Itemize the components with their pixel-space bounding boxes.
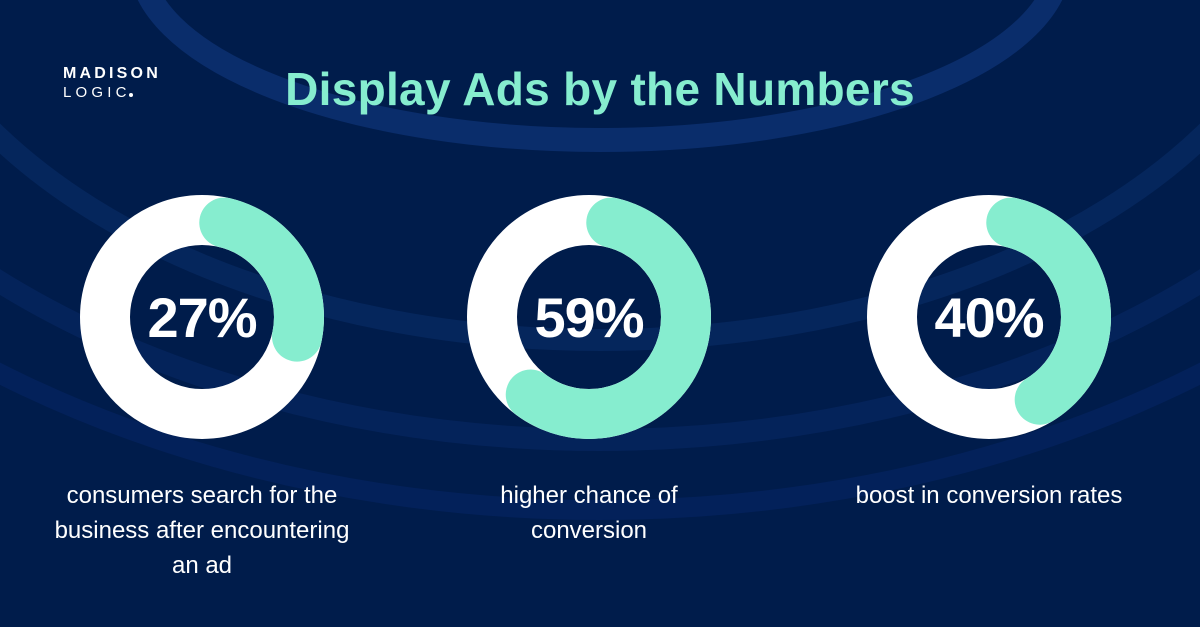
logo-dot-icon xyxy=(128,93,133,97)
stat-card-3: 40% boost in conversion rates xyxy=(839,194,1139,513)
stat-caption: consumers search for the business after … xyxy=(54,482,350,579)
stat-card-1: 27% consumers search for the business af… xyxy=(52,194,352,583)
page-title: Display Ads by the Numbers xyxy=(0,62,1200,116)
donut-ring-icon xyxy=(867,195,1111,439)
donut-chart-2: 59% xyxy=(466,194,712,440)
madison-logic-logo: MADISON LOGIC xyxy=(63,65,161,101)
stat-card-2: 59% higher chance of conversion xyxy=(439,194,739,548)
logo-line-2: LOGIC xyxy=(63,85,161,100)
stat-value: 27% xyxy=(147,285,257,349)
stat-caption: higher chance of conversion xyxy=(500,482,678,544)
donut-chart-3: 40% xyxy=(866,194,1112,440)
logo-line-1: MADISON xyxy=(63,65,161,82)
stat-value: 40% xyxy=(934,285,1044,349)
donut-chart-1: 27% xyxy=(79,194,325,440)
donut-ring-icon xyxy=(80,195,324,439)
donut-ring-icon xyxy=(467,195,711,439)
page-title-text: Display Ads by the Numbers xyxy=(285,63,915,115)
logo-line-2-text: LOGIC xyxy=(63,84,131,101)
stat-caption: boost in conversion rates xyxy=(855,482,1123,509)
stat-value: 59% xyxy=(534,285,644,349)
